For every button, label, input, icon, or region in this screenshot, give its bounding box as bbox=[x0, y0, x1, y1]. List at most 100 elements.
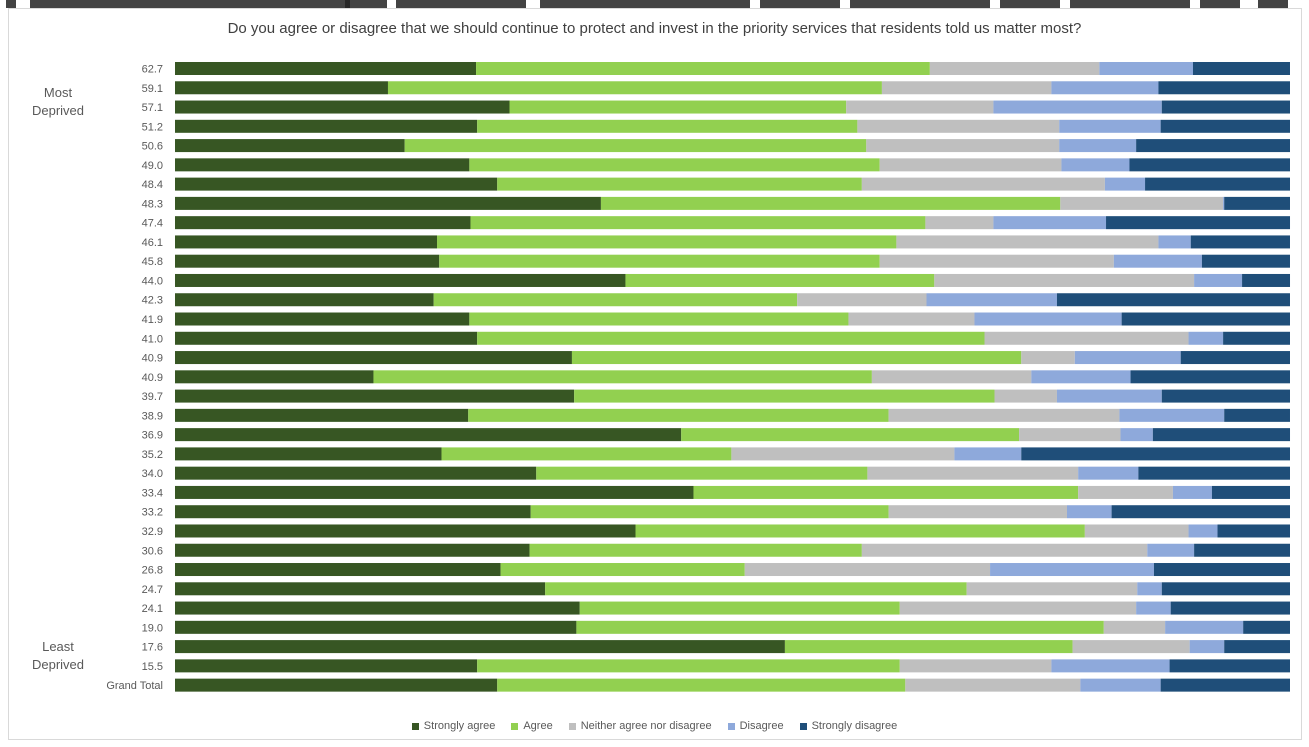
bar-segment-neither-agree-nor-disagree bbox=[731, 447, 955, 461]
bar-segment-strongly-agree bbox=[175, 119, 478, 133]
category-label: 41.0 bbox=[142, 333, 163, 345]
bar-segment-agree bbox=[529, 543, 862, 557]
bar-segment-agree bbox=[571, 351, 1022, 365]
legend-swatch bbox=[511, 722, 519, 730]
legend-label: Strongly agree bbox=[423, 720, 496, 732]
legend-label: Strongly disagree bbox=[811, 720, 898, 732]
bar-segment-neither-agree-nor-disagree bbox=[1021, 351, 1075, 365]
bar-segment-strongly-disagree bbox=[1160, 119, 1290, 133]
bar-segment-strongly-disagree bbox=[1136, 139, 1290, 153]
bar-segment-strongly-disagree bbox=[1180, 351, 1290, 365]
bar-segment-disagree bbox=[1067, 505, 1112, 519]
bar-segment-strongly-disagree bbox=[1160, 678, 1290, 692]
side-label-least-deprived: Least Deprived bbox=[31, 639, 85, 672]
bar-segment-neither-agree-nor-disagree bbox=[1078, 485, 1173, 499]
bar-segment-agree bbox=[579, 601, 900, 615]
bar-segment-strongly-agree bbox=[175, 563, 501, 577]
legend-item: Disagree bbox=[727, 720, 784, 732]
bar-segment-neither-agree-nor-disagree bbox=[881, 81, 1052, 95]
bar-segment-agree bbox=[477, 119, 858, 133]
bar-segment-agree bbox=[476, 62, 930, 75]
bar-segment-agree bbox=[497, 177, 862, 191]
bar-segment-agree bbox=[681, 428, 1020, 442]
bar-segment-strongly-agree bbox=[175, 216, 471, 230]
bar-segment-agree bbox=[635, 524, 1085, 538]
legend-label: Agree bbox=[523, 720, 553, 732]
cropped-title-fragment bbox=[0, 0, 1309, 8]
bar-segment-strongly-disagree bbox=[1194, 543, 1290, 557]
bar-segment-strongly-disagree bbox=[1192, 62, 1290, 75]
bar-segment-disagree bbox=[1078, 466, 1139, 480]
bar-segment-disagree bbox=[1051, 81, 1159, 95]
bar-segment-disagree bbox=[1188, 524, 1218, 538]
bar-segment-strongly-disagree bbox=[1224, 196, 1290, 210]
category-label: 33.4 bbox=[142, 487, 163, 499]
category-label: 19.0 bbox=[142, 622, 163, 634]
bar-segment-agree bbox=[477, 659, 900, 673]
bar-segment-neither-agree-nor-disagree bbox=[929, 62, 1100, 75]
bar-segment-agree bbox=[693, 485, 1079, 499]
bar-segment-strongly-disagree bbox=[1161, 100, 1290, 114]
category-label: 24.1 bbox=[142, 603, 163, 615]
category-label: 32.9 bbox=[142, 526, 163, 538]
bar-segment-disagree bbox=[993, 100, 1162, 114]
category-label: 51.2 bbox=[142, 121, 163, 133]
category-label: 44.0 bbox=[142, 275, 163, 287]
category-label: 45.8 bbox=[142, 256, 163, 268]
bar-segment-disagree bbox=[1059, 139, 1137, 153]
bar-segment-strongly-agree bbox=[175, 177, 498, 191]
category-label: 35.2 bbox=[142, 449, 163, 461]
bar-segment-neither-agree-nor-disagree bbox=[797, 293, 927, 307]
category-label: 46.1 bbox=[142, 237, 163, 249]
bar-segment-strongly-agree bbox=[175, 640, 785, 654]
legend-swatch bbox=[727, 722, 735, 730]
bar-segment-agree bbox=[469, 158, 880, 172]
category-label: 36.9 bbox=[142, 430, 163, 442]
category-label: 40.9 bbox=[142, 353, 163, 365]
bar-segment-agree bbox=[574, 389, 995, 403]
bar-segment-neither-agree-nor-disagree bbox=[744, 563, 991, 577]
bar-segment-strongly-agree bbox=[175, 485, 694, 499]
bar-segment-neither-agree-nor-disagree bbox=[896, 235, 1159, 249]
bar-segment-neither-agree-nor-disagree bbox=[888, 408, 1120, 422]
bar-segment-strongly-agree bbox=[175, 678, 498, 692]
bar-segment-strongly-disagree bbox=[1106, 216, 1291, 230]
bar-segment-strongly-disagree bbox=[1170, 601, 1290, 615]
legend-item: Strongly agree bbox=[411, 720, 496, 732]
bar-segment-neither-agree-nor-disagree bbox=[1019, 428, 1121, 442]
bar-segment-agree bbox=[536, 466, 868, 480]
category-label: 26.8 bbox=[142, 565, 163, 577]
bar-segment-strongly-disagree bbox=[1161, 389, 1290, 403]
bar-segment-strongly-disagree bbox=[1145, 177, 1290, 191]
category-label: 41.9 bbox=[142, 314, 163, 326]
bar-segment-disagree bbox=[1061, 158, 1130, 172]
bar-segment-strongly-agree bbox=[175, 139, 405, 153]
bar-segment-strongly-agree bbox=[175, 543, 530, 557]
bar-segment-disagree bbox=[1051, 659, 1170, 673]
bar-segment-neither-agree-nor-disagree bbox=[1103, 620, 1166, 634]
bar-segment-strongly-agree bbox=[175, 428, 682, 442]
bar-segment-strongly-disagree bbox=[1121, 312, 1290, 326]
bar-segment-strongly-agree bbox=[175, 62, 477, 75]
bar-segment-disagree bbox=[1172, 485, 1212, 499]
bar-segment-strongly-disagree bbox=[1243, 620, 1290, 634]
legend-label: Neither agree nor disagree bbox=[580, 720, 712, 732]
bar-segment-strongly-agree bbox=[175, 158, 470, 172]
category-label: 50.6 bbox=[142, 141, 163, 153]
bar-segment-disagree bbox=[1074, 351, 1181, 365]
bar-segment-disagree bbox=[1059, 119, 1161, 133]
category-label: 33.2 bbox=[142, 507, 163, 519]
bar-segment-disagree bbox=[1223, 196, 1225, 210]
bar-segment-strongly-agree bbox=[175, 601, 580, 615]
bar-segment-strongly-disagree bbox=[1056, 293, 1290, 307]
category-label: 47.4 bbox=[142, 218, 163, 230]
bar-segment-disagree bbox=[954, 447, 1022, 461]
bar-segment-neither-agree-nor-disagree bbox=[879, 254, 1114, 268]
legend-swatch bbox=[799, 722, 807, 730]
bar-segment-neither-agree-nor-disagree bbox=[934, 273, 1195, 287]
bar-segment-strongly-agree bbox=[175, 524, 636, 538]
bar-segment-strongly-disagree bbox=[1224, 408, 1290, 422]
bar-segment-disagree bbox=[1099, 62, 1193, 75]
bar-segment-strongly-agree bbox=[175, 505, 531, 519]
bar-segment-disagree bbox=[1104, 177, 1146, 191]
